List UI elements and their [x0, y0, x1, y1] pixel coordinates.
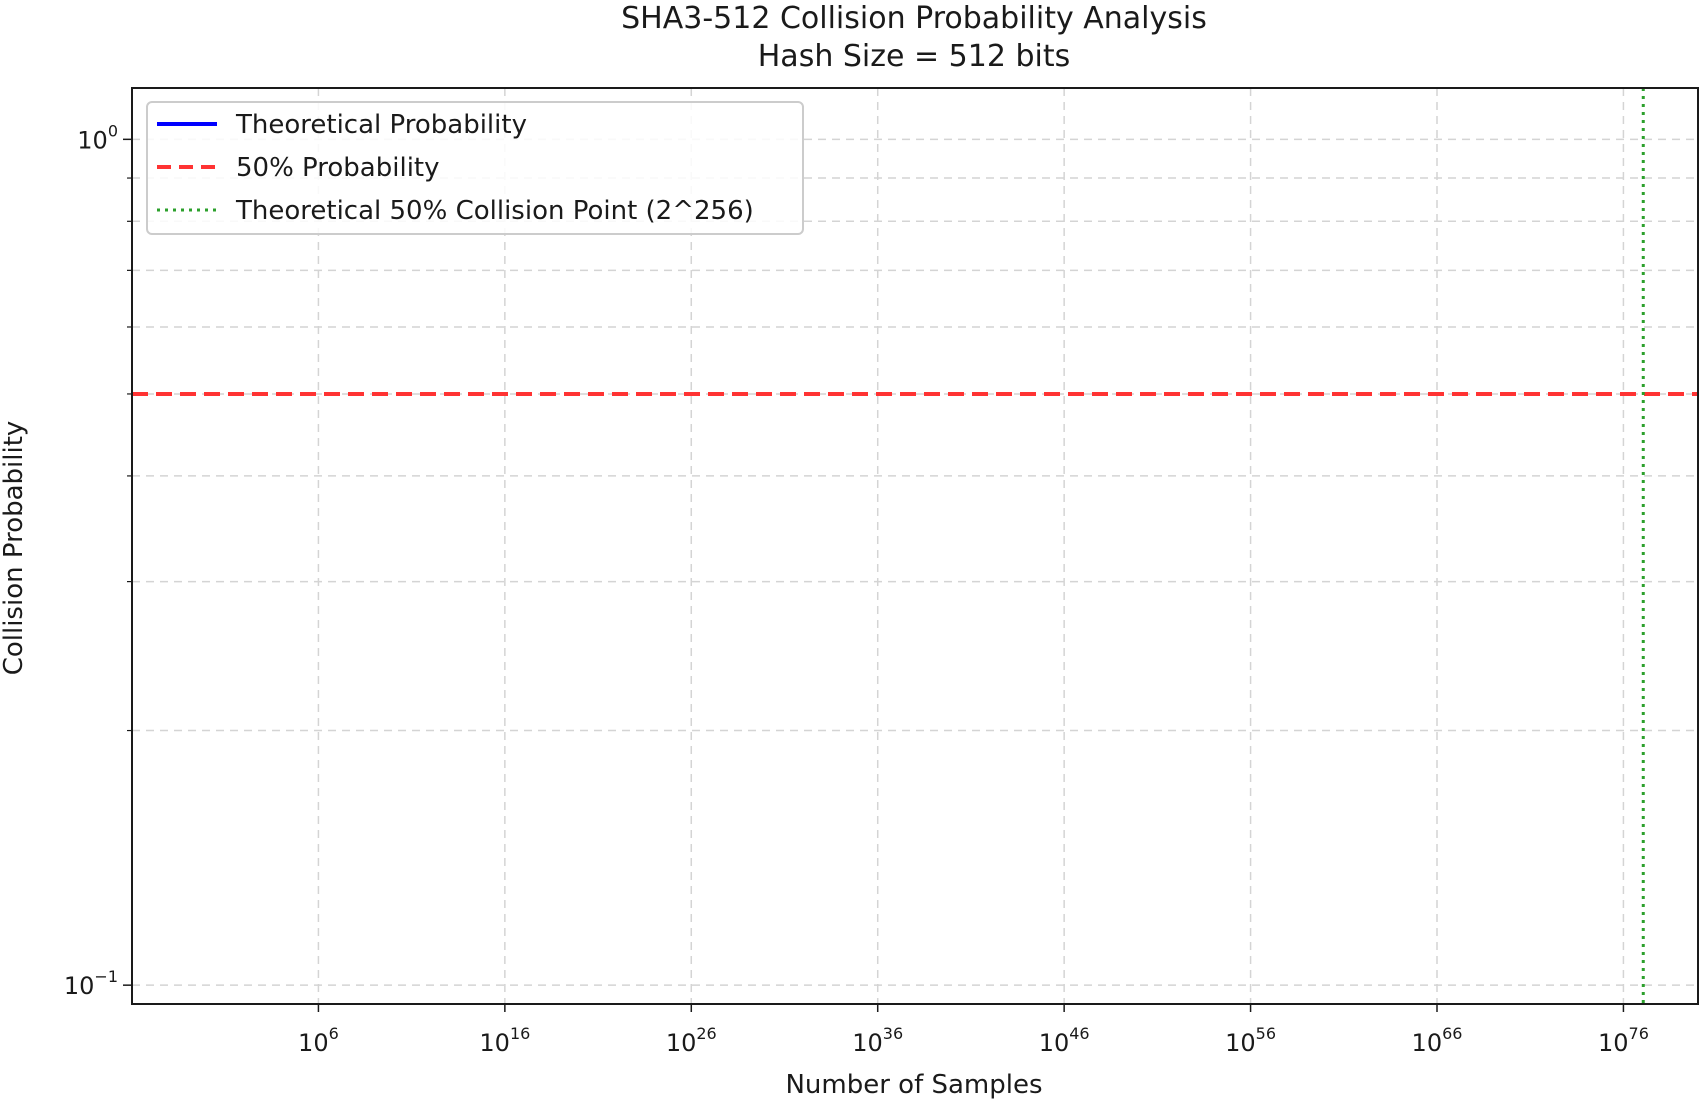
- x-tick-label: 1056: [1225, 1024, 1276, 1057]
- x-axis-label: Number of Samples: [785, 1070, 1042, 1100]
- chart-title: SHA3-512 Collision Probability Analysis: [621, 1, 1207, 36]
- legend-fifty-percent-label: 50% Probability: [236, 153, 440, 183]
- x-tick-label: 1036: [852, 1024, 903, 1057]
- x-tick-label: 1016: [479, 1024, 530, 1057]
- legend-theoretical-probability-label: Theoretical Probability: [235, 110, 527, 140]
- y-tick-label: 10−1: [64, 967, 118, 1000]
- y-axis-label: Collision Probability: [0, 421, 29, 676]
- plot-series: [132, 88, 1698, 1004]
- legend-box: [146, 101, 804, 235]
- y-tick-label: 100: [77, 121, 118, 154]
- chart-legend: Theoretical Probability 50% Probability Th…: [146, 101, 804, 235]
- x-tick-label: 1046: [1039, 1024, 1090, 1057]
- legend-collision-point-label: Theoretical 50% Collision Point (2^256): [235, 196, 754, 226]
- x-tick-label: 1066: [1412, 1024, 1463, 1057]
- x-tick-label: 106: [298, 1024, 339, 1057]
- x-tick-label: 1076: [1598, 1024, 1649, 1057]
- chart-subtitle: Hash Size = 512 bits: [758, 39, 1070, 74]
- axis-ticks: 106 1016 1026 1036 1046 1056 1066 1076 100 10−1: [64, 121, 1649, 1057]
- plot-area-frame: [131, 87, 1699, 1005]
- x-tick-label: 1026: [666, 1024, 717, 1057]
